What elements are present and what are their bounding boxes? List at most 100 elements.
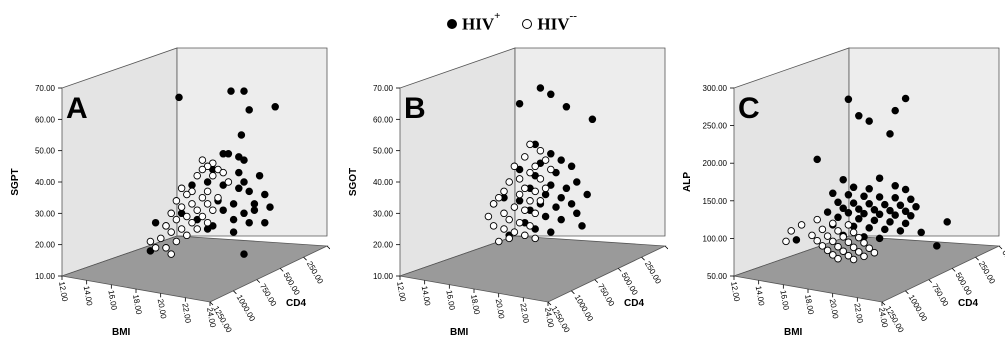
point-hiv-positive	[886, 130, 894, 138]
point-hiv-negative	[177, 203, 186, 211]
legend-label-hiv-negative: HIV--	[537, 9, 577, 34]
scatter-3d-a: 10.00 20.00 30.00 40.00 50.00 60.00 70.00 SGPT A…	[10, 47, 330, 338]
point-hiv-negative	[849, 255, 858, 264]
y-tick-label: 20.00	[35, 241, 56, 250]
point-hiv-positive	[901, 207, 910, 216]
point-hiv-positive	[515, 197, 524, 205]
z-tick	[326, 245, 330, 250]
y-tick-label: 200.00	[703, 159, 728, 168]
chart-panel-c: 50.00 100.00 150.00 200.00 250.00 300.00 ALP C 1…	[672, 40, 1005, 340]
point-hiv-negative	[146, 237, 155, 246]
x-tick-label: 18.00	[803, 294, 815, 316]
point-hiv-negative	[870, 248, 879, 257]
point-hiv-negative	[209, 206, 217, 214]
point-hiv-positive	[855, 112, 863, 120]
legend: HIV+ HIV--	[447, 10, 599, 38]
point-hiv-positive	[896, 227, 905, 235]
filled-circle-icon	[447, 19, 457, 29]
z-tick-label: 250.00	[977, 260, 997, 286]
point-hiv-negative	[521, 153, 529, 161]
point-hiv-negative	[823, 246, 832, 255]
z-tick	[617, 268, 622, 272]
point-hiv-negative	[188, 218, 196, 227]
z-tick-label: 1000.00	[573, 293, 596, 323]
point-hiv-positive	[839, 175, 847, 184]
point-hiv-positive	[562, 103, 571, 111]
point-hiv-negative	[818, 225, 827, 234]
point-hiv-negative	[536, 175, 545, 183]
point-hiv-negative	[505, 215, 513, 224]
point-hiv-positive	[245, 187, 253, 196]
y-tick-label: 30.00	[373, 209, 394, 218]
panel-letter: B	[404, 92, 426, 125]
z-tick	[303, 256, 307, 261]
legend-label-hiv-positive: HIV+	[462, 9, 501, 34]
point-hiv-positive	[875, 174, 884, 182]
y-tick-label: 70.00	[373, 84, 394, 93]
panel-letter: C	[738, 92, 760, 125]
x-tick-label: 14.00	[420, 285, 432, 307]
point-hiv-negative	[177, 225, 186, 233]
point-hiv-positive	[901, 94, 910, 103]
point-hiv-negative	[203, 187, 212, 196]
point-hiv-negative	[844, 251, 853, 260]
point-hiv-positive	[870, 206, 879, 214]
z-tick	[571, 290, 575, 295]
point-hiv-negative	[193, 171, 201, 180]
point-hiv-positive	[261, 190, 269, 199]
point-hiv-negative	[808, 231, 816, 240]
y-tick-label: 150.00	[703, 197, 728, 206]
point-hiv-positive	[844, 191, 853, 199]
point-hiv-positive	[255, 171, 264, 180]
point-hiv-negative	[214, 193, 222, 202]
point-hiv-negative	[489, 200, 498, 208]
point-hiv-negative	[839, 233, 847, 241]
x-tick-label: 22.00	[518, 302, 530, 324]
point-hiv-positive	[881, 225, 889, 234]
y-tick-label: 300.00	[703, 84, 728, 93]
z-tick	[547, 301, 552, 306]
x-tick-label: 24.00	[205, 307, 217, 329]
x-tick-label: 24.00	[877, 307, 889, 329]
point-hiv-positive	[891, 106, 899, 115]
x-tick-label: 18.00	[131, 294, 143, 316]
point-hiv-positive	[891, 182, 899, 190]
x-tick-label: 20.00	[494, 298, 506, 320]
y-tick-label: 50.00	[35, 147, 56, 156]
point-hiv-positive	[855, 215, 863, 223]
point-hiv-positive	[860, 192, 868, 201]
point-hiv-positive	[891, 194, 899, 202]
point-hiv-positive	[901, 185, 910, 194]
z-tick-label: 250.00	[643, 260, 663, 286]
point-hiv-positive	[203, 178, 212, 186]
point-hiv-negative	[541, 156, 550, 164]
back-wall	[848, 47, 1000, 237]
z-axis-label: CD4	[958, 298, 978, 309]
point-hiv-positive	[547, 90, 555, 99]
y-tick-label: 10.00	[373, 272, 394, 281]
point-hiv-positive	[588, 115, 597, 124]
point-hiv-positive	[875, 210, 884, 219]
point-hiv-negative	[167, 250, 175, 258]
point-hiv-negative	[829, 251, 837, 259]
point-hiv-negative	[797, 221, 806, 229]
point-hiv-positive	[250, 200, 259, 208]
point-hiv-positive	[901, 219, 910, 228]
z-tick-label: 0.00	[328, 249, 330, 267]
y-tick-label: 60.00	[35, 115, 56, 124]
z-tick	[928, 279, 933, 283]
point-hiv-positive	[235, 168, 243, 177]
point-hiv-positive	[541, 190, 550, 199]
point-hiv-negative	[209, 171, 217, 180]
point-hiv-positive	[245, 218, 253, 227]
point-hiv-negative	[193, 225, 201, 233]
point-hiv-positive	[219, 206, 227, 214]
x-axis-label: BMI	[112, 327, 131, 338]
y-tick-label: 100.00	[703, 234, 728, 243]
z-tick	[279, 268, 284, 272]
x-tick-label: 12.00	[395, 281, 407, 303]
point-hiv-negative	[172, 197, 181, 205]
z-tick	[256, 279, 261, 283]
x-tick-label: 16.00	[106, 289, 118, 311]
z-tick-label: 0.00	[666, 249, 668, 267]
